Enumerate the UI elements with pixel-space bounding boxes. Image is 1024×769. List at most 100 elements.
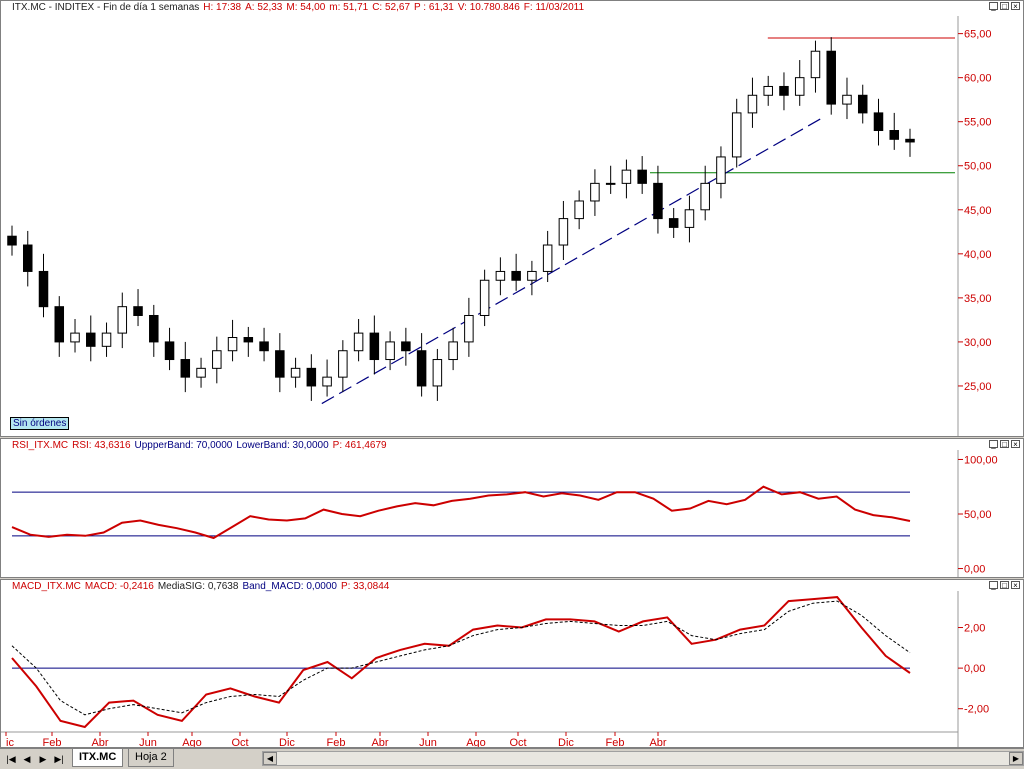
prev-sheet-icon[interactable]: ◀ xyxy=(23,754,31,764)
macd-window-buttons: _ □ × xyxy=(989,581,1020,590)
maximize-button[interactable]: □ xyxy=(1000,2,1009,11)
close-button[interactable]: × xyxy=(1011,440,1020,449)
candle-body xyxy=(558,218,569,246)
candle-body xyxy=(653,182,663,220)
x-tick-label: Oct xyxy=(231,737,248,748)
candle-body xyxy=(763,85,773,96)
candle-body xyxy=(101,332,112,347)
next-sheet-icon[interactable]: ▶ xyxy=(39,754,47,764)
title-item: RSI: 43,6316 xyxy=(72,440,131,451)
candle-body xyxy=(7,235,17,246)
x-tick-label: Feb xyxy=(43,737,62,748)
title-item: Band_MACD: 0,0000 xyxy=(242,581,337,592)
candle-body xyxy=(826,50,836,105)
title-item: A: 52,33 xyxy=(245,2,283,13)
candle-body xyxy=(385,341,395,361)
rsi-panel: RSI_ITX.MC RSI: 43,6316 UppperBand: 70,000… xyxy=(0,438,1024,578)
trend-line xyxy=(321,118,821,405)
sheet-tab-bar: |◀ ◀ ▶ ▶| ITX.MC Hoja 2 ◀ ▶ xyxy=(0,748,1024,769)
y-tick-label: 0,00 xyxy=(964,564,985,576)
candle-body xyxy=(479,279,490,316)
y-tick-label: 35,00 xyxy=(964,293,992,305)
title-item: ITX.MC - INDITEX - Fin de día 1 semanas xyxy=(12,2,200,13)
price-chart[interactable]: 65,00 60,00 55,00 50,00 45,00 40,00 35,00 30,00… xyxy=(0,0,1024,437)
candle-body xyxy=(716,156,726,184)
minimize-button[interactable]: _ xyxy=(989,440,998,449)
candle-body xyxy=(227,337,238,352)
y-tick-label: 55,00 xyxy=(964,117,992,129)
candle-body xyxy=(196,367,206,378)
close-button[interactable]: × xyxy=(1011,581,1020,590)
maximize-button[interactable]: □ xyxy=(1000,581,1009,590)
title-item: P: 461,4679 xyxy=(332,440,387,451)
title-item: P : 61,31 xyxy=(414,2,454,13)
x-tick-label: Abr xyxy=(371,737,388,748)
candle-body xyxy=(338,350,348,378)
price-title: ITX.MC - INDITEX - Fin de día 1 semanas H… xyxy=(12,2,588,13)
last-sheet-icon[interactable]: ▶| xyxy=(54,754,64,764)
candle-body xyxy=(133,306,143,316)
minimize-button[interactable]: _ xyxy=(989,2,998,11)
title-item: m: 51,71 xyxy=(329,2,369,13)
candle-body xyxy=(322,376,332,387)
orders-badge[interactable]: Sin órdenes xyxy=(10,417,70,430)
y-tick-label: 100,00 xyxy=(964,454,998,466)
x-tick-label: ic xyxy=(6,737,14,748)
title-item: RSI_ITX.MC xyxy=(12,440,69,451)
y-tick-label: 25,00 xyxy=(964,381,992,393)
macd-panel: MACD_ITX.MC MACD: -0,2416 MediaSIG: 0,7638… xyxy=(0,579,1024,748)
scroll-left-icon[interactable]: ◀ xyxy=(263,752,277,765)
x-tick-label: Feb xyxy=(606,737,625,748)
x-tick-label: Jun xyxy=(419,737,437,748)
x-tick-label: Ago xyxy=(182,737,202,748)
candle-body xyxy=(873,112,884,132)
first-sheet-icon[interactable]: |◀ xyxy=(6,754,16,764)
candle-body xyxy=(542,244,553,272)
candle-body xyxy=(306,367,317,387)
scroll-right-icon[interactable]: ▶ xyxy=(1009,752,1023,765)
horizontal-scrollbar[interactable]: ◀ ▶ xyxy=(262,751,1024,766)
y-tick-label: 65,00 xyxy=(964,29,992,41)
rsi-window-buttons: _ □ × xyxy=(989,440,1020,449)
candle-body xyxy=(810,50,821,79)
candle-body xyxy=(590,182,600,202)
minimize-button[interactable]: _ xyxy=(989,581,998,590)
rsi-line xyxy=(11,485,911,540)
title-item: F: 11/03/2011 xyxy=(523,2,585,13)
x-tick-label: Oct xyxy=(509,737,526,748)
candle-body xyxy=(448,341,458,361)
candle-body xyxy=(212,350,222,369)
macd-chart[interactable]: 2,00 0,00 -2,00 ic Feb Abr Jun Ago Oct Dic Feb Abr J… xyxy=(0,579,1024,748)
candle-body xyxy=(621,169,632,184)
candle-body xyxy=(511,270,521,281)
title-item: P: 33,0844 xyxy=(340,581,390,592)
price-panel: ITX.MC - INDITEX - Fin de día 1 semanas H… xyxy=(0,0,1024,437)
candle-body xyxy=(700,182,710,211)
candle-body xyxy=(290,367,301,378)
candle-body xyxy=(149,314,159,343)
candle-body xyxy=(70,332,80,343)
candle-body xyxy=(164,341,175,361)
maximize-button[interactable]: □ xyxy=(1000,440,1009,449)
y-tick-label: 40,00 xyxy=(964,249,992,261)
macd-title: MACD_ITX.MC MACD: -0,2416 MediaSIG: 0,7638… xyxy=(12,581,393,592)
y-tick-label: 0,00 xyxy=(964,663,985,675)
tab-itx-mc[interactable]: ITX.MC xyxy=(72,749,124,767)
candle-body xyxy=(432,359,443,387)
candle-body xyxy=(416,350,427,387)
macd-line xyxy=(11,596,911,729)
candle-body xyxy=(243,337,254,343)
y-tick-label: 50,00 xyxy=(964,161,992,173)
candle-body xyxy=(747,94,758,114)
candle-body xyxy=(527,270,537,281)
tab-hoja-2[interactable]: Hoja 2 xyxy=(128,749,174,767)
y-tick-label: 45,00 xyxy=(964,205,992,217)
candle-body xyxy=(464,314,474,343)
candle-body xyxy=(86,332,96,347)
candle-body xyxy=(857,94,868,114)
rsi-chart[interactable]: 100,00 50,00 0,00 xyxy=(0,438,1024,578)
close-button[interactable]: × xyxy=(1011,2,1020,11)
x-tick-label: Abr xyxy=(649,737,666,748)
candle-body xyxy=(637,169,647,184)
title-item: MACD: -0,2416 xyxy=(84,581,154,592)
